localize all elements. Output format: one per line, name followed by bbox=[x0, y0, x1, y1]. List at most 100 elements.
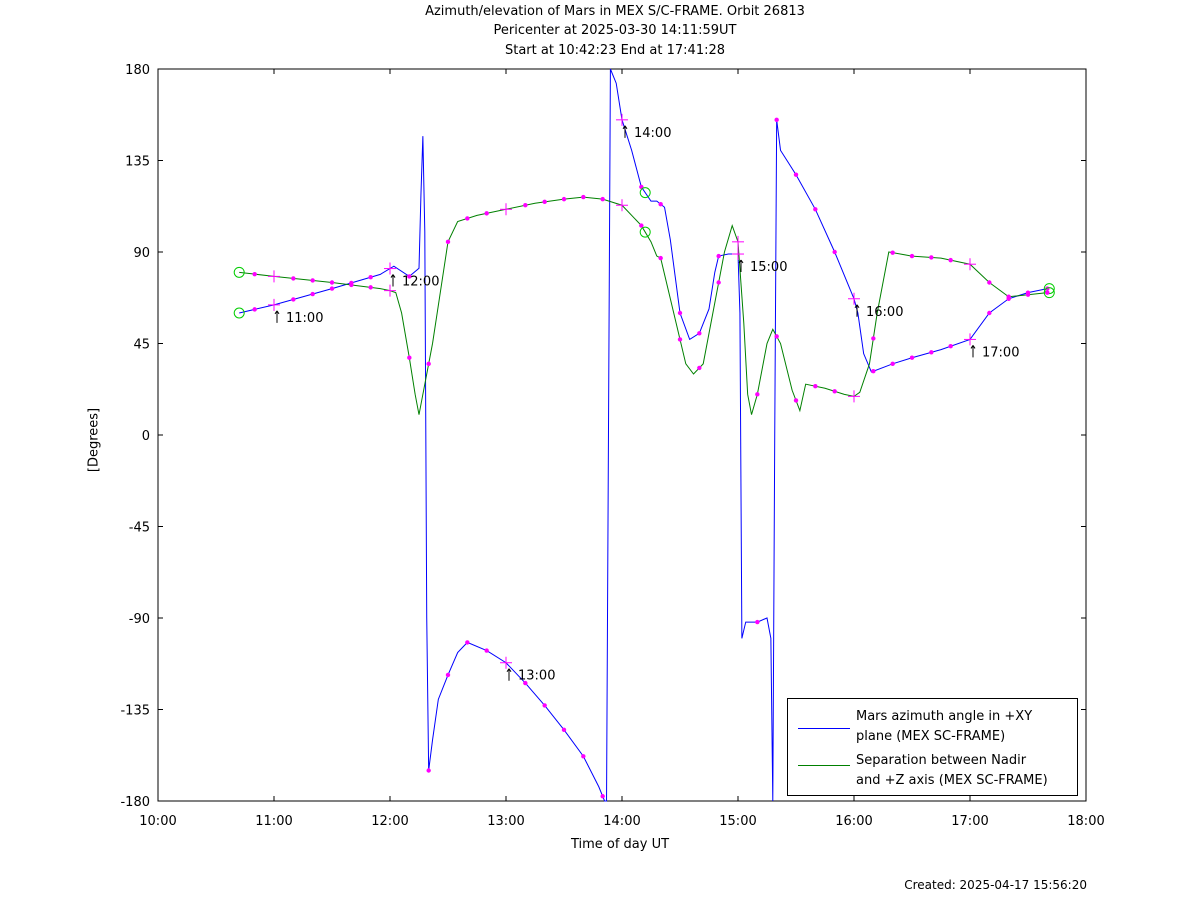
annotation-arrow bbox=[738, 259, 742, 264]
time-dot-marker bbox=[832, 389, 837, 394]
time-dot-marker bbox=[407, 355, 412, 360]
time-dot-marker bbox=[368, 275, 373, 280]
time-dot-marker bbox=[1045, 290, 1050, 295]
x-tick-label: 12:00 bbox=[371, 814, 408, 829]
time-dot-marker bbox=[987, 310, 992, 316]
annotation-arrow bbox=[856, 304, 860, 309]
legend-label-separation: Separation between Nadir and +Z axis (ME… bbox=[856, 753, 1048, 788]
chart-subtitle-start-end: Start at 10:42:23 End at 17:41:28 bbox=[504, 43, 726, 58]
time-dot-marker bbox=[407, 274, 412, 279]
time-dot-marker bbox=[329, 280, 335, 285]
time-dot-marker bbox=[929, 255, 934, 260]
y-tick-label: -90 bbox=[129, 612, 150, 627]
start-marker bbox=[233, 307, 245, 319]
time-dot-marker bbox=[465, 216, 470, 221]
start-marker bbox=[233, 266, 245, 278]
time-dot-marker bbox=[793, 172, 799, 177]
time-dot-marker bbox=[948, 344, 953, 349]
time-dot-marker bbox=[368, 285, 373, 290]
time-dot-marker bbox=[755, 619, 760, 625]
time-dot-marker bbox=[909, 253, 915, 259]
chart-subtitle-pericenter: Pericenter at 2025-03-30 14:11:59UT bbox=[493, 23, 737, 38]
time-dot-marker bbox=[832, 249, 837, 255]
annotation-label: 13:00 bbox=[518, 669, 555, 684]
annotation-label: 17:00 bbox=[982, 345, 1019, 360]
time-dot-marker bbox=[658, 255, 663, 261]
annotation-label: 16:00 bbox=[866, 305, 903, 320]
time-dot-marker bbox=[426, 361, 431, 367]
annotation-arrow bbox=[972, 345, 976, 349]
annotation-arrow bbox=[276, 310, 280, 315]
legend-label-azimuth: Mars azimuth angle in +XY plane (MEX SC-… bbox=[856, 709, 1033, 744]
annotation-arrow bbox=[274, 310, 278, 315]
x-tick-label: 17:00 bbox=[951, 814, 988, 829]
time-dot-marker bbox=[426, 768, 431, 773]
legend-swatch-azimuth bbox=[798, 728, 850, 729]
time-dot-marker bbox=[310, 278, 315, 283]
y-tick-label: 90 bbox=[133, 246, 150, 261]
time-dot-marker bbox=[677, 337, 683, 342]
time-dot-marker bbox=[871, 336, 876, 341]
time-dot-marker bbox=[987, 280, 992, 285]
annotation-arrow bbox=[622, 125, 626, 130]
annotation-arrow bbox=[508, 668, 512, 673]
time-dot-marker bbox=[445, 239, 451, 245]
time-dot-marker bbox=[465, 640, 470, 645]
time-dot-marker bbox=[445, 672, 451, 678]
time-dot-marker bbox=[561, 727, 567, 733]
annotation-arrow bbox=[624, 125, 628, 130]
time-dot-marker bbox=[291, 276, 296, 281]
time-dot-marker bbox=[658, 202, 663, 207]
y-tick-label: 0 bbox=[142, 429, 150, 444]
y-tick-label: 180 bbox=[125, 63, 150, 78]
time-dot-marker bbox=[600, 794, 605, 799]
time-dot-marker bbox=[755, 392, 760, 397]
time-dot-marker bbox=[871, 369, 876, 374]
time-dot-marker bbox=[252, 307, 257, 312]
time-dot-marker bbox=[310, 291, 315, 297]
time-dot-marker bbox=[677, 310, 683, 316]
annotation-arrow bbox=[506, 668, 510, 673]
pericenter-marker bbox=[639, 187, 651, 199]
plot-frame bbox=[157, 68, 1087, 802]
time-dot-marker bbox=[774, 117, 779, 123]
x-tick-label: 11:00 bbox=[255, 814, 292, 829]
time-dot-marker bbox=[639, 223, 644, 228]
time-dot-marker bbox=[890, 361, 895, 367]
time-dot-marker bbox=[1025, 292, 1031, 297]
chart-legend: Mars azimuth angle in +XY plane (MEX SC-… bbox=[787, 698, 1078, 796]
annotation-label: 12:00 bbox=[402, 275, 439, 290]
time-dot-marker bbox=[697, 365, 702, 371]
time-dot-marker bbox=[716, 253, 721, 259]
x-tick-label: 15:00 bbox=[719, 814, 756, 829]
x-tick-label: 10:00 bbox=[139, 814, 176, 829]
time-dot-marker bbox=[291, 297, 296, 302]
time-dot-marker bbox=[929, 350, 934, 355]
time-dot-marker bbox=[716, 280, 721, 285]
series-line-0 bbox=[239, 68, 1050, 802]
annotation-arrow bbox=[970, 345, 974, 349]
time-dot-marker bbox=[600, 196, 605, 202]
time-dot-marker bbox=[909, 355, 915, 360]
time-dot-marker bbox=[542, 703, 547, 708]
time-dot-marker bbox=[329, 286, 335, 291]
time-dot-marker bbox=[484, 211, 489, 216]
y-tick-label: -180 bbox=[120, 795, 150, 810]
y-tick-label: -135 bbox=[120, 704, 150, 719]
time-dot-marker bbox=[813, 384, 818, 389]
time-dot-marker bbox=[793, 398, 799, 403]
annotation-label: 14:00 bbox=[634, 126, 671, 141]
x-tick-label: 16:00 bbox=[835, 814, 872, 829]
x-tick-label: 13:00 bbox=[487, 814, 524, 829]
time-dot-marker bbox=[813, 207, 818, 212]
time-dot-marker bbox=[561, 196, 567, 202]
time-dot-marker bbox=[252, 271, 257, 277]
time-dot-marker bbox=[581, 194, 586, 200]
time-dot-marker bbox=[484, 648, 489, 653]
x-tick-label: 14:00 bbox=[603, 814, 640, 829]
time-dot-marker bbox=[697, 331, 702, 336]
time-dot-marker bbox=[1006, 294, 1011, 299]
time-dot-marker bbox=[349, 282, 354, 288]
pericenter-marker bbox=[639, 226, 651, 238]
